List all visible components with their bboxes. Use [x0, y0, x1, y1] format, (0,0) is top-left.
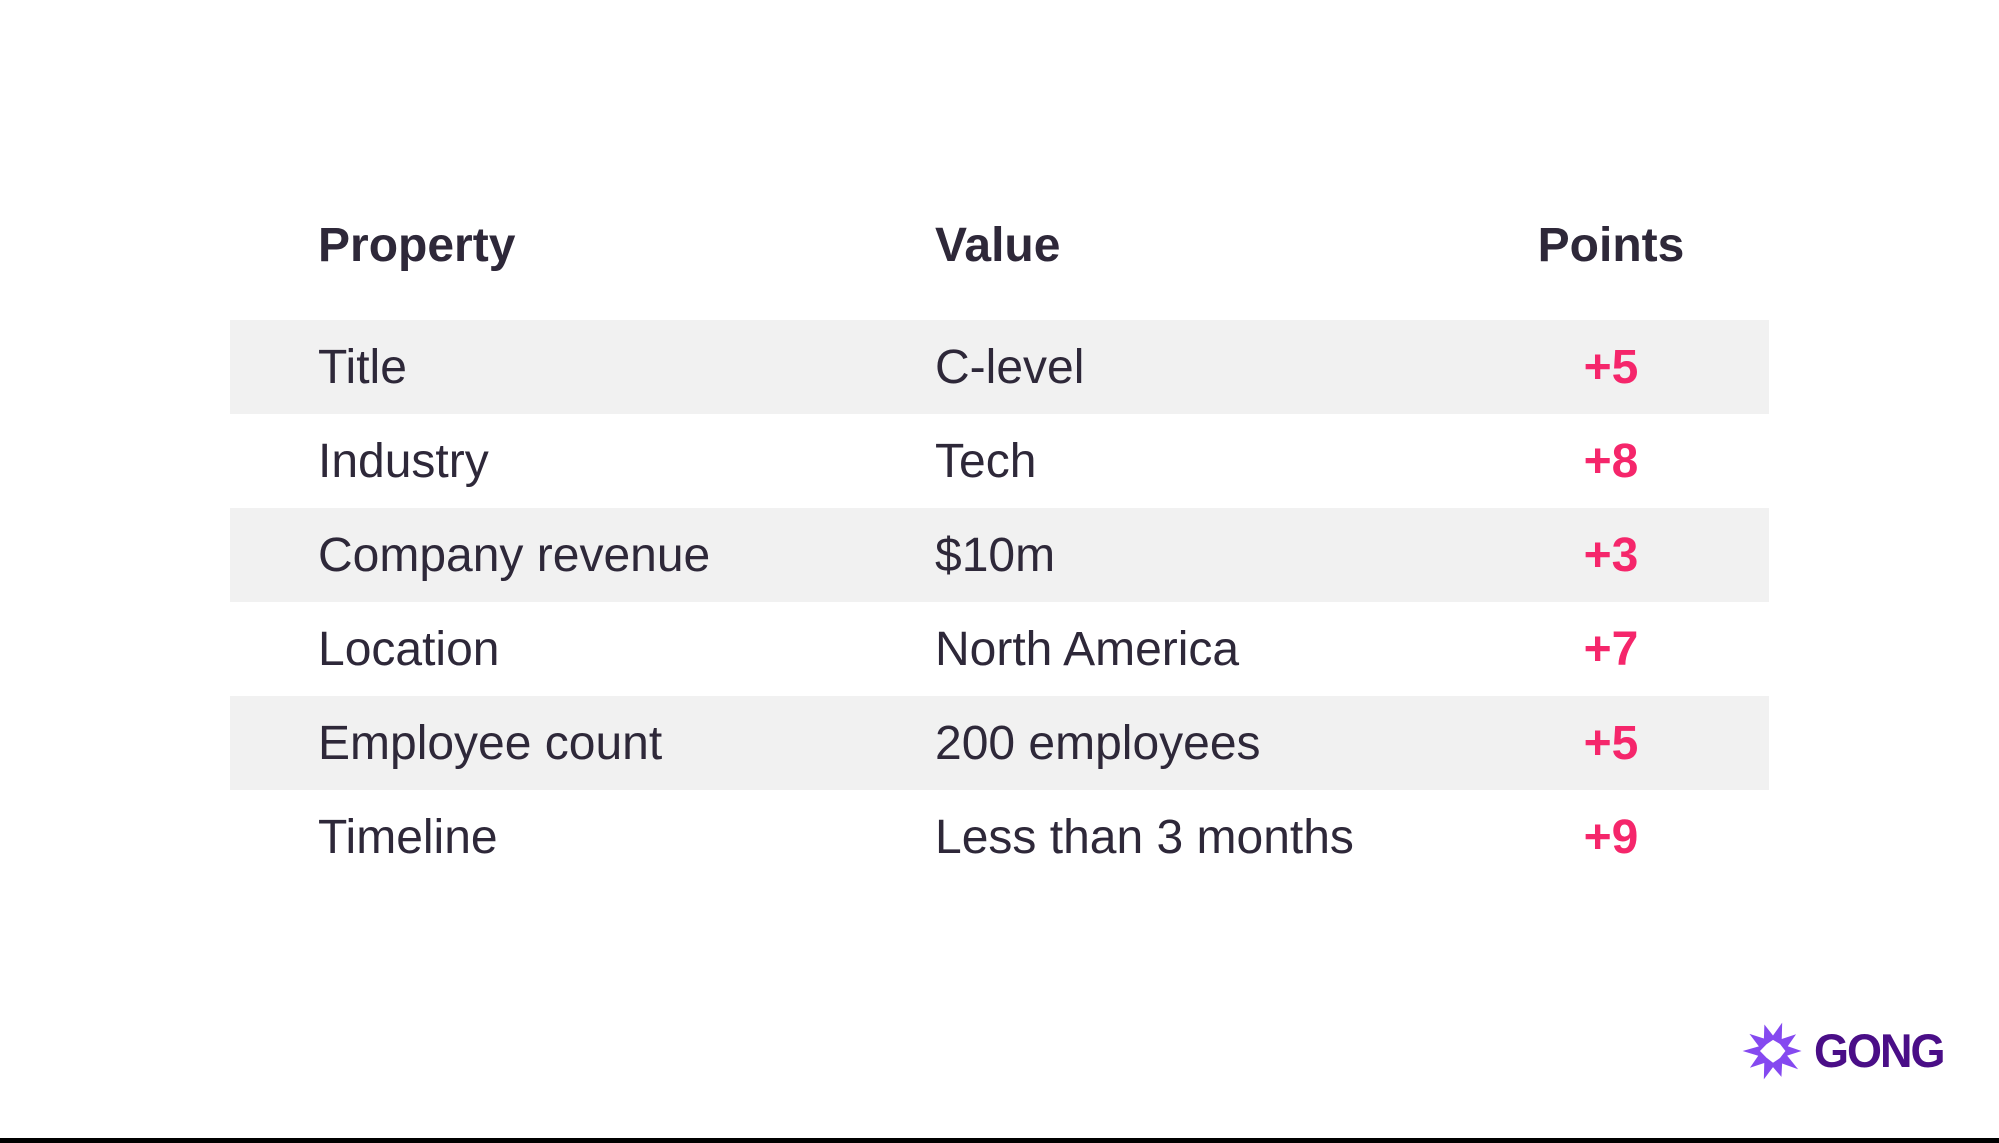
column-header-points: Points	[1537, 218, 1685, 272]
table-header-row: Property Value Points	[230, 195, 1769, 295]
property-cell: Timeline	[318, 810, 498, 864]
column-header-value: Value	[935, 218, 1061, 272]
table-row: Industry Tech +8	[230, 414, 1769, 508]
value-cell: Tech	[935, 434, 1037, 488]
value-cell: North America	[935, 622, 1240, 676]
table-row: Employee count 200 employees +5	[230, 696, 1769, 790]
table-row: Title C-level +5	[230, 320, 1769, 414]
value-cell: C-level	[935, 340, 1085, 394]
column-header-property: Property	[318, 218, 516, 272]
table-row: Company revenue $10m +3	[230, 508, 1769, 602]
property-cell: Employee count	[318, 716, 663, 770]
points-cell: +3	[1583, 528, 1639, 582]
points-cell: +8	[1583, 434, 1639, 488]
starburst-icon	[1742, 1018, 1804, 1084]
value-cell: $10m	[935, 528, 1056, 582]
table-row: Location North America +7	[230, 602, 1769, 696]
points-cell: +5	[1583, 340, 1639, 394]
table-body: Title C-level +5 Industry Tech +8 Compan…	[230, 320, 1769, 884]
property-cell: Industry	[318, 434, 489, 488]
gong-logo: GONG	[1742, 1018, 1946, 1084]
table-row: Timeline Less than 3 months +9	[230, 790, 1769, 884]
property-cell: Company revenue	[318, 528, 711, 582]
points-cell: +9	[1583, 810, 1639, 864]
points-cell: +5	[1583, 716, 1639, 770]
value-cell: Less than 3 months	[935, 810, 1354, 864]
property-cell: Title	[318, 340, 407, 394]
gong-wordmark: GONG	[1814, 1023, 1946, 1078]
property-cell: Location	[318, 622, 500, 676]
points-cell: +7	[1583, 622, 1639, 676]
value-cell: 200 employees	[935, 716, 1261, 770]
bottom-edge-bar	[0, 1138, 1999, 1143]
